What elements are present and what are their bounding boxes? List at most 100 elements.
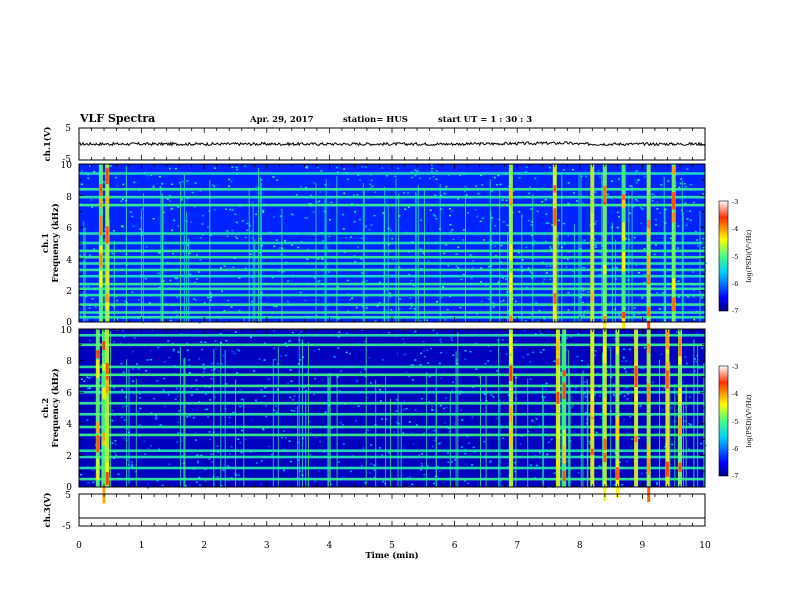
spectrogram-noise [313, 480, 316, 483]
spectrogram-noise [370, 463, 373, 465]
spectrogram-noise [155, 415, 157, 417]
spectrogram-noise [483, 239, 486, 241]
burst-core [102, 363, 106, 371]
spectrogram-noise [553, 360, 556, 363]
spectrogram-noise [462, 273, 465, 276]
ch2-ytick-10: 10 [61, 326, 73, 336]
spectrogram-noise [279, 355, 282, 357]
spectrogram-streak [507, 233, 509, 322]
spectrogram-noise [208, 386, 211, 388]
spectrogram-noise [261, 428, 264, 430]
spectrogram-noise [463, 190, 466, 193]
spectrogram-streak [224, 349, 226, 487]
spectrogram-noise [157, 346, 160, 349]
spectrogram-noise [207, 416, 210, 418]
spectrogram-noise [414, 409, 417, 411]
spectrogram-noise [433, 429, 436, 432]
spectrogram-noise [690, 423, 693, 425]
spectrogram-noise [283, 430, 286, 432]
spectrogram-noise [244, 267, 247, 270]
burst-core [678, 462, 682, 472]
spectrogram-noise [492, 302, 495, 304]
spectrogram-noise [178, 410, 180, 412]
spectrogram-noise [625, 460, 628, 463]
spectrogram-noise [629, 212, 632, 214]
spectrogram-noise [409, 307, 412, 310]
spectrogram-noise [439, 337, 442, 340]
x-tick-label: 9 [640, 541, 646, 551]
spectrogram-noise [570, 336, 572, 338]
spectrogram-noise [265, 415, 268, 418]
spectrogram-noise [505, 353, 508, 355]
spectrogram-noise [419, 469, 422, 471]
spectrogram-noise [191, 191, 194, 194]
spectrogram-noise [221, 290, 223, 293]
spectrogram-noise [623, 368, 626, 370]
x-tick-label: 0 [76, 541, 82, 551]
spectrogram-noise [455, 253, 458, 255]
spectrogram-noise [403, 192, 406, 194]
spectrogram-noise [442, 286, 445, 288]
spectrogram-noise [567, 291, 570, 294]
burst-core [509, 343, 513, 354]
spectrogram-noise [447, 174, 450, 176]
spectrogram-noise [512, 190, 515, 192]
spectrogram-noise [610, 301, 613, 304]
spectrogram-noise [300, 185, 303, 188]
spectrogram-noise [391, 237, 394, 240]
burst-core [99, 252, 103, 268]
spectrogram-noise [145, 370, 148, 372]
spectrogram-noise [502, 299, 505, 302]
spectrogram-noise [230, 446, 233, 448]
burst-core [590, 448, 594, 456]
spectrogram-streak [580, 376, 582, 487]
spectrogram-noise [306, 217, 309, 219]
ch1-ytick-0: 0 [66, 318, 72, 328]
spectrogram-noise [364, 482, 367, 484]
spectrogram-noise [297, 459, 300, 461]
spectrogram-noise [525, 166, 528, 168]
spectrogram-noise [204, 408, 207, 411]
spectrogram-noise [373, 214, 376, 217]
spectrogram-noise [497, 174, 500, 177]
burst-core [678, 417, 682, 436]
spectrogram-noise [477, 483, 480, 486]
spectrogram-noise [643, 273, 646, 276]
burst-column [95, 329, 100, 487]
spectrogram-noise [538, 310, 541, 312]
frequency-band [79, 232, 705, 235]
spectrogram-noise [92, 481, 95, 484]
ch1-colorbar-tick-3: -3 [732, 198, 738, 206]
spectrogram-noise [309, 432, 312, 434]
spectrogram-noise [465, 194, 468, 196]
spectrogram-noise [593, 238, 596, 240]
spectrogram-noise [583, 381, 586, 383]
spectrogram-noise [204, 341, 207, 343]
spectrogram-noise [656, 483, 658, 485]
spectrogram-noise [246, 222, 249, 225]
spectrogram-noise [402, 338, 405, 340]
spectrogram-noise [664, 446, 667, 448]
spectrogram-noise [414, 359, 417, 361]
frequency-band [79, 188, 705, 191]
spectrogram-noise [549, 246, 552, 248]
frequency-band [79, 262, 705, 265]
burst-core [672, 212, 676, 223]
spectrogram-noise [388, 452, 391, 454]
spectrogram-noise [264, 405, 267, 407]
spectrogram-streak [578, 173, 580, 322]
burst-core [105, 271, 109, 285]
spectrogram-noise [439, 341, 442, 343]
spectrogram-noise [419, 177, 422, 179]
spectrogram-noise [196, 454, 199, 456]
spectrogram-streak [84, 229, 86, 322]
spectrogram-noise [631, 438, 634, 440]
ch1-trace [78, 141, 706, 147]
frequency-band [79, 402, 705, 405]
burst-column [646, 329, 651, 487]
spectrogram-noise [284, 342, 287, 345]
spectrogram-noise [475, 368, 478, 370]
burst-core [562, 370, 566, 377]
spectrogram-noise [335, 166, 338, 169]
spectrogram-noise [267, 378, 270, 380]
